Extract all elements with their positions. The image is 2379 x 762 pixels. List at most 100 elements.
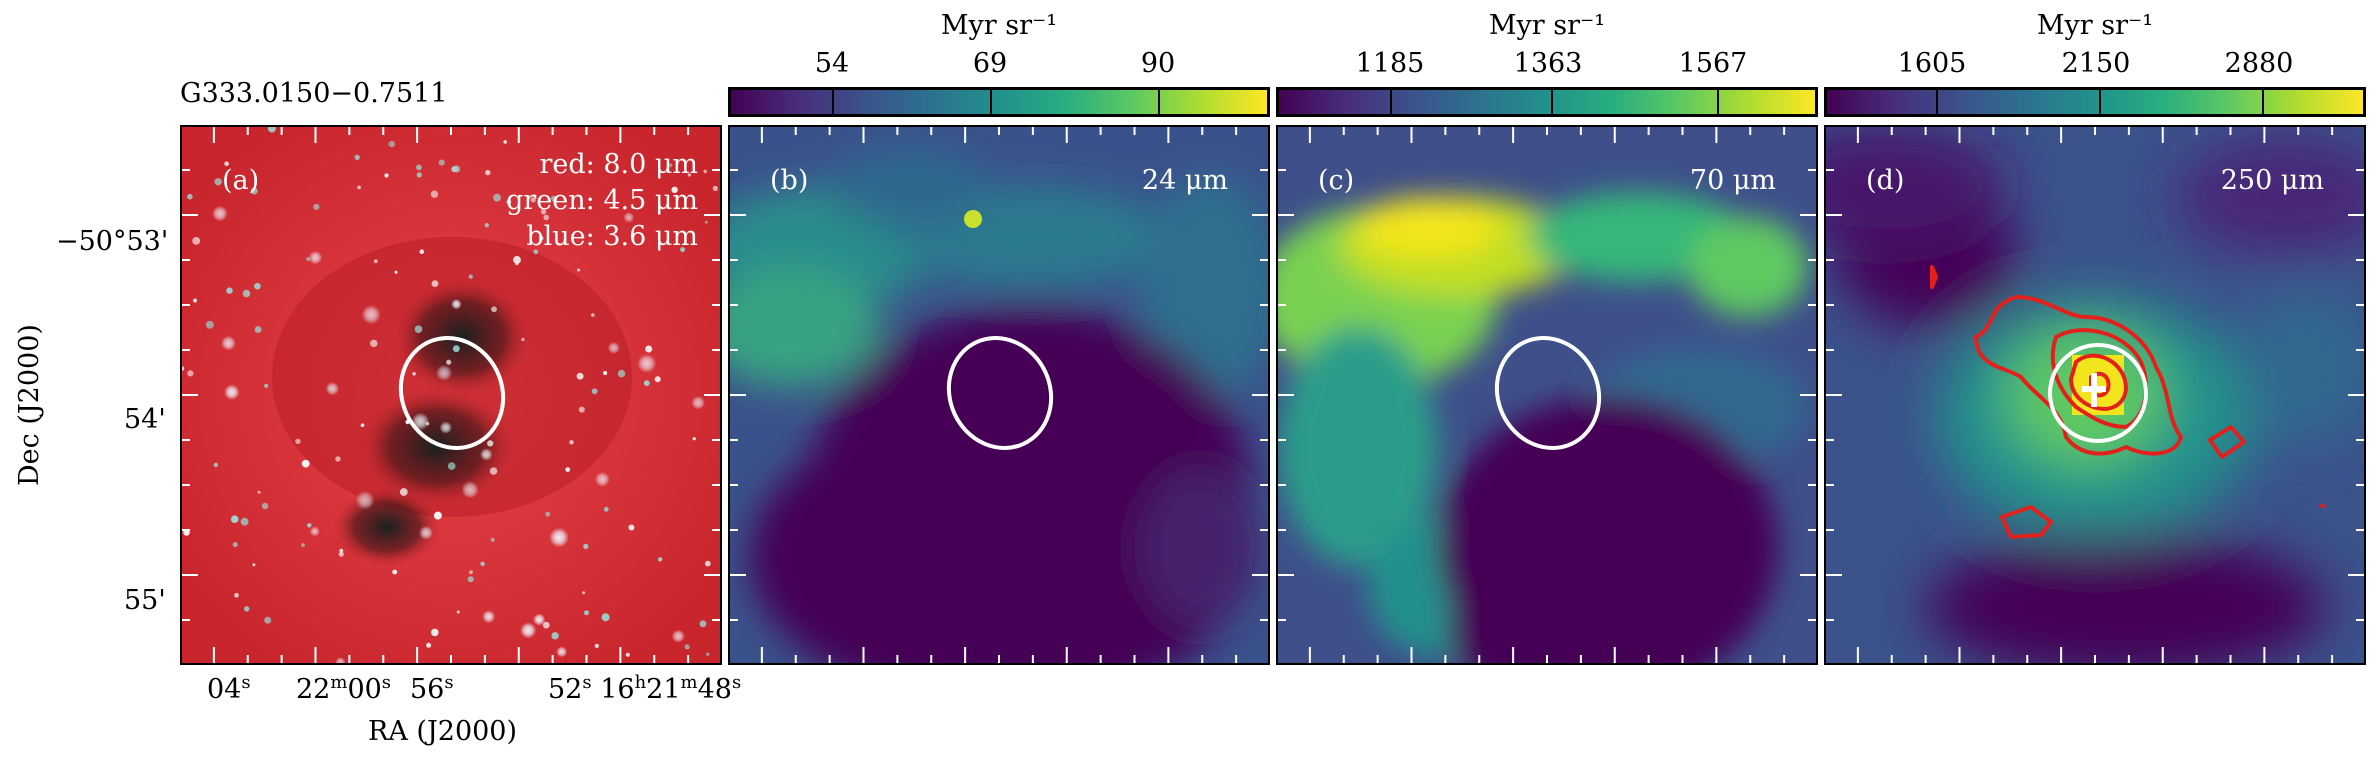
star [416, 164, 422, 171]
star [493, 193, 501, 202]
star [671, 629, 685, 643]
star [530, 197, 536, 203]
star [187, 370, 194, 377]
star [264, 616, 272, 624]
star [426, 642, 432, 648]
ra-tick-label: 04s [207, 672, 251, 705]
wavelength-label: 70 μm [1689, 165, 1776, 196]
star [565, 467, 571, 472]
star [551, 195, 557, 202]
colorbar-tick-label: 54 [814, 48, 850, 79]
star [325, 381, 340, 396]
ra-tick-label: 56s [410, 672, 454, 705]
star [654, 376, 661, 383]
rgb-legend-blue: blue: 3.6 μm [526, 221, 698, 252]
panel-label: (b) [770, 165, 809, 196]
star [301, 543, 305, 548]
star [468, 274, 473, 279]
star [617, 369, 626, 378]
star [603, 370, 608, 376]
colorbar-b [728, 87, 1270, 117]
star [360, 423, 365, 428]
star [328, 387, 333, 391]
colorbar-tick-label: 1567 [1678, 48, 1748, 79]
star [699, 620, 707, 628]
star [182, 366, 185, 371]
star [658, 557, 663, 562]
colorbar-tick-label: 1605 [1897, 48, 1967, 79]
panel-d-250um-image: (d) 250 μm [1824, 125, 2366, 665]
star [433, 511, 442, 520]
star [456, 610, 460, 614]
star [214, 178, 222, 186]
star [704, 220, 708, 224]
star [684, 644, 690, 650]
star [712, 185, 718, 191]
star [267, 127, 276, 133]
star [295, 438, 301, 444]
star [578, 406, 585, 413]
star [232, 542, 238, 548]
star [503, 140, 508, 144]
star [446, 359, 452, 365]
star [354, 154, 360, 161]
star [439, 421, 452, 434]
star [704, 560, 711, 567]
star [668, 163, 673, 168]
star [438, 159, 445, 166]
star [187, 193, 193, 200]
x-axis-label: RA (J2000) [368, 716, 518, 747]
star [357, 185, 361, 190]
ra-tick-label: 22m00s [296, 672, 392, 705]
ra-tick-label: 52s 16h21m48s [548, 672, 742, 705]
star [520, 622, 537, 639]
star [582, 591, 586, 595]
star [226, 287, 233, 294]
star [242, 289, 251, 298]
star [234, 592, 239, 598]
star [192, 237, 201, 245]
star [388, 140, 396, 148]
star [335, 657, 346, 663]
star [451, 298, 462, 310]
star [252, 563, 256, 567]
star [230, 515, 239, 523]
star [591, 388, 598, 395]
colorbar-tick-label: 2150 [2061, 48, 2131, 79]
star [309, 526, 320, 537]
panel-b-24um-image: (b) 24 μm [728, 125, 1270, 665]
star [533, 249, 539, 255]
star [335, 456, 341, 462]
colorbar-title: Myr sr⁻¹ [1488, 10, 1606, 41]
star [193, 298, 197, 303]
star [692, 437, 696, 441]
star [485, 169, 491, 176]
colorbar-title: Myr sr⁻¹ [940, 10, 1058, 41]
star [542, 621, 550, 629]
star [361, 305, 381, 325]
star [414, 325, 423, 333]
star [224, 161, 229, 166]
star [691, 395, 706, 410]
star [551, 632, 559, 640]
star [370, 339, 378, 348]
star [392, 569, 398, 575]
dec-tick-label: −50°53' [56, 226, 169, 257]
star [469, 570, 473, 575]
colorbar-tick-label: 69 [972, 48, 1008, 79]
star [515, 261, 519, 266]
star [436, 364, 453, 381]
star [261, 502, 269, 510]
star [313, 203, 320, 210]
wavelength-label: 250 μm [2220, 165, 2324, 196]
star-field [182, 127, 718, 663]
star [394, 270, 398, 274]
star [549, 527, 569, 548]
star [307, 523, 312, 528]
star [591, 313, 595, 317]
star [355, 490, 375, 510]
panel-a-rgb-image: (a) red: 8.0 μm green: 4.5 μm blue: 3.6 … [180, 125, 722, 665]
star [671, 186, 678, 193]
star [373, 259, 378, 264]
star [484, 223, 489, 228]
